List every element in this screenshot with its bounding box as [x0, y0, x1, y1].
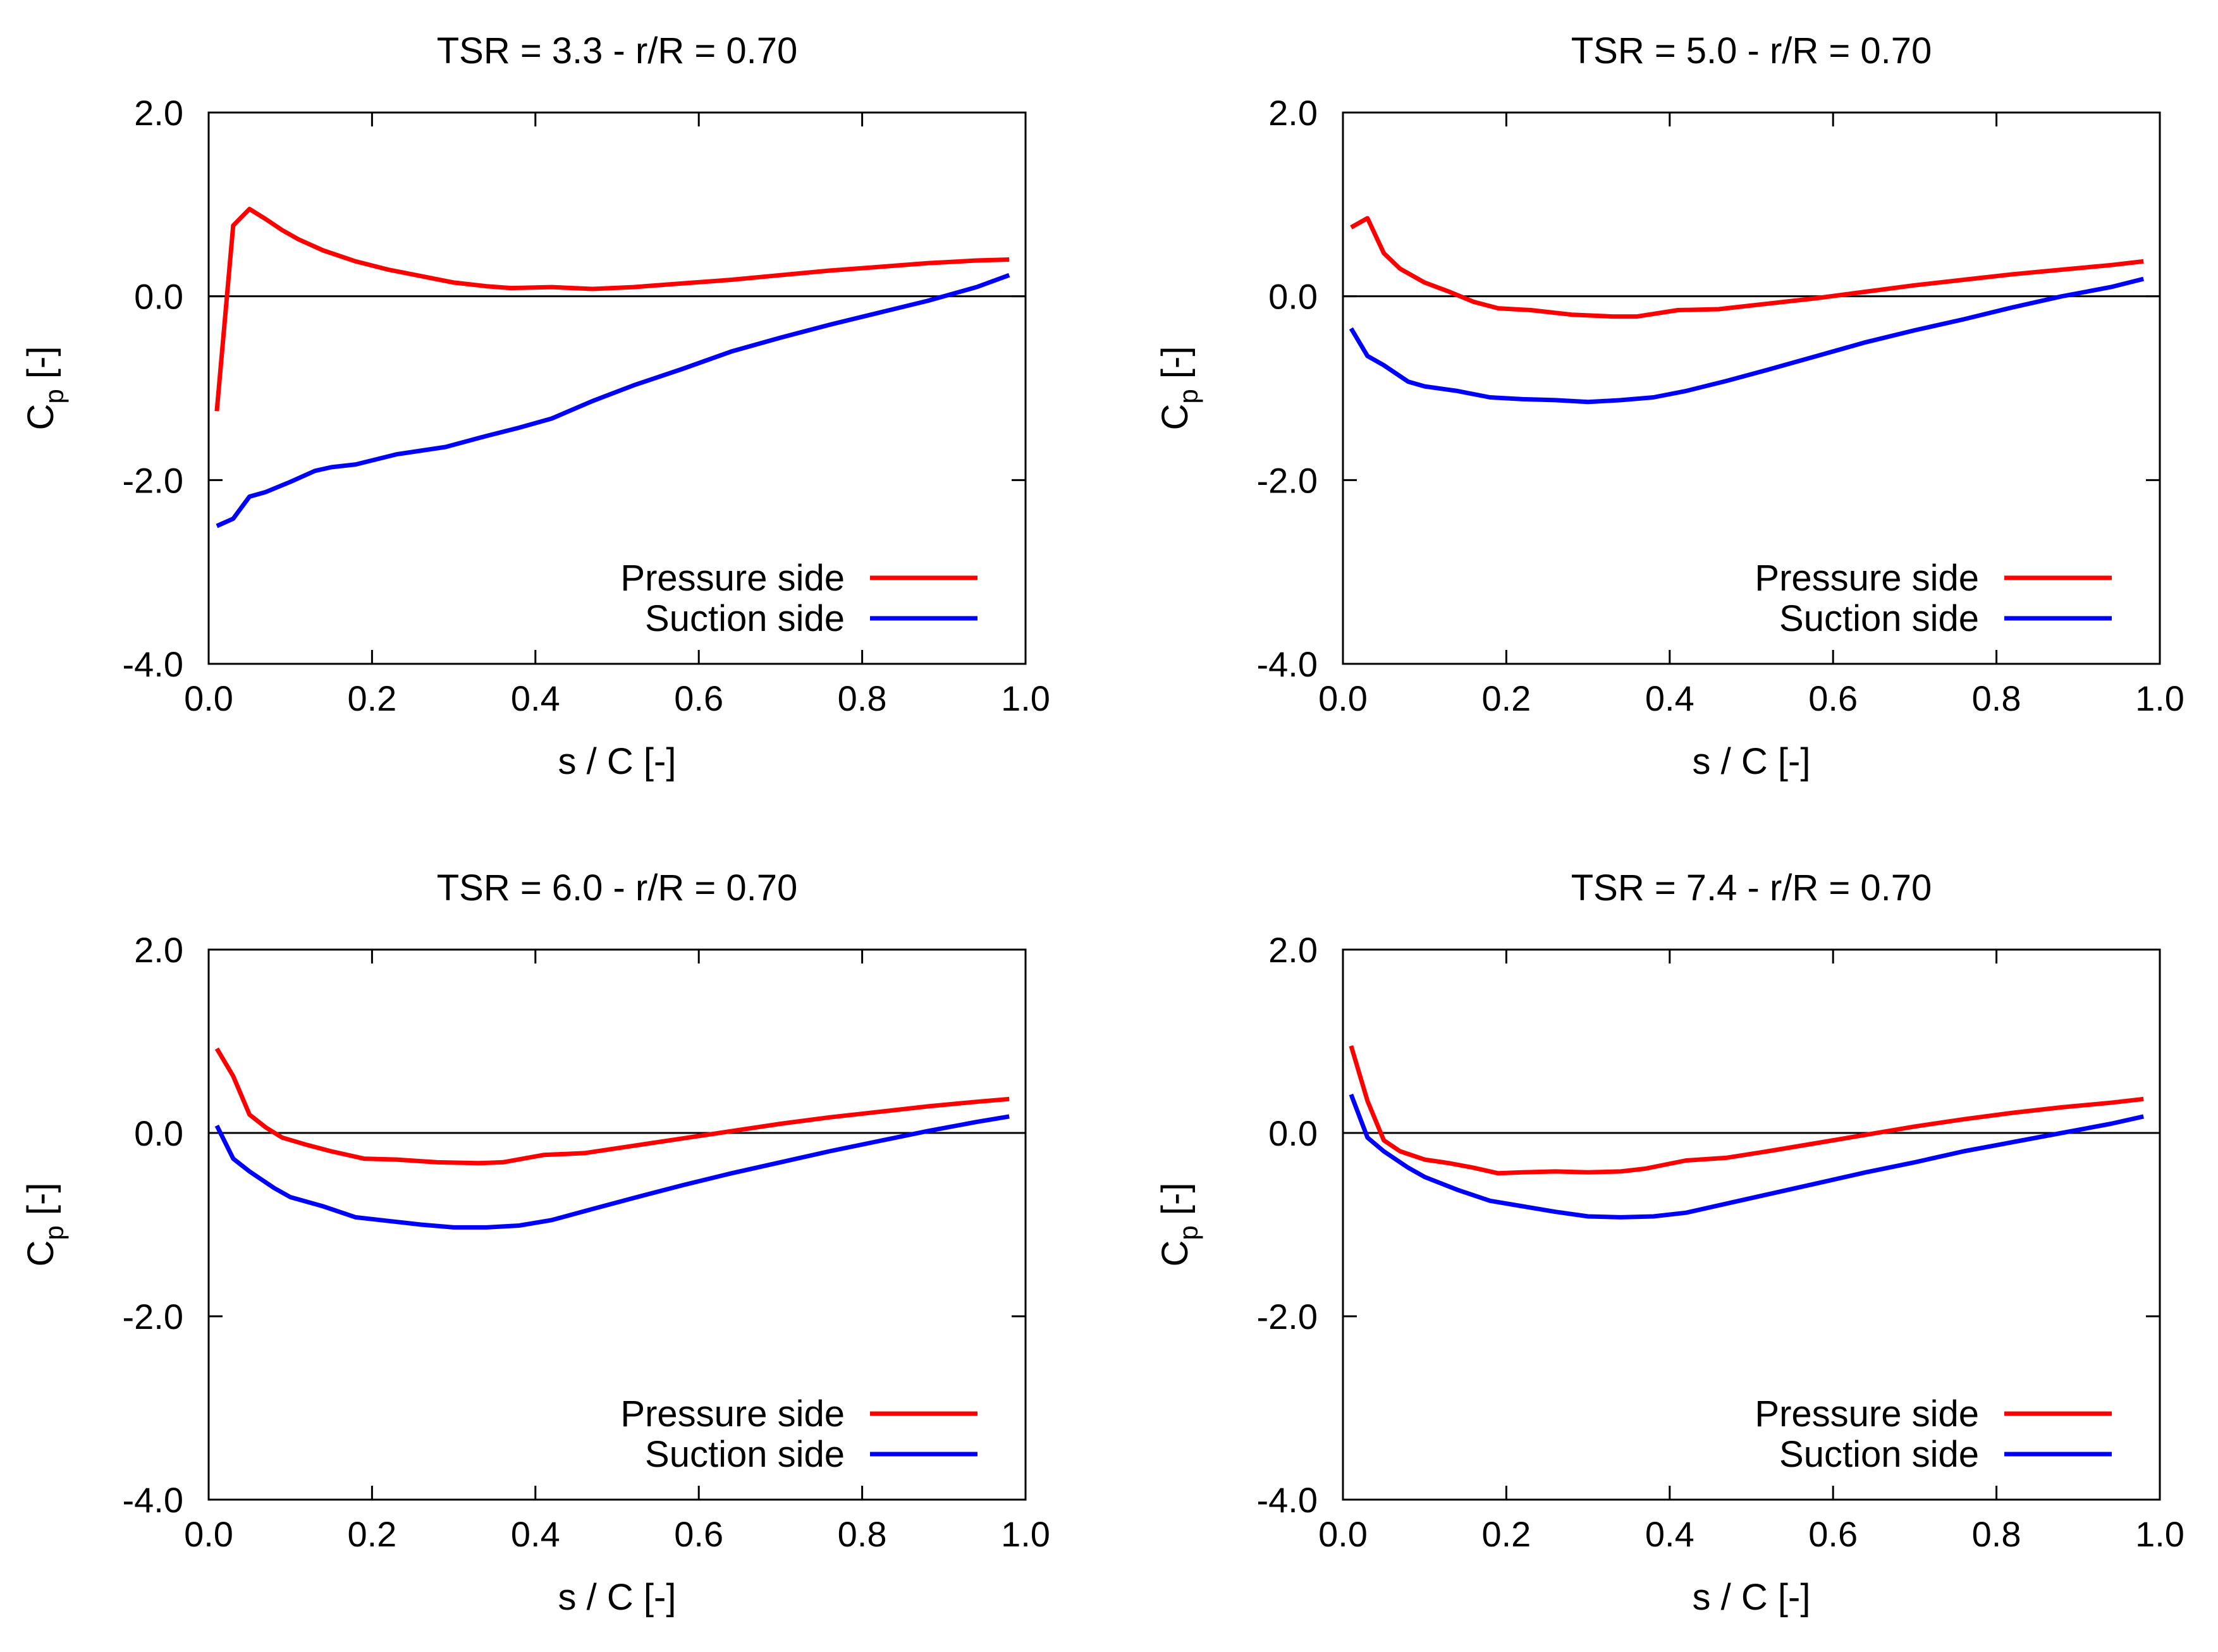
pressure-side-line — [214, 207, 1010, 412]
x-tick-label: 1.0 — [2135, 678, 2184, 718]
chart-panel-1: TSR = 3.3 - r/R = 0.70 0.0 0.2 0.4 0.6 0.8 1.0… — [20, 30, 1050, 782]
legend-label-suction-side: Suction side — [1779, 1434, 1979, 1475]
y-axis-label: Cp [-] — [20, 1183, 69, 1267]
pressure-side-line — [1349, 1045, 2144, 1176]
y-tick-label: 0.0 — [1268, 1113, 1318, 1153]
x-tick-label: 1.0 — [2135, 1514, 2184, 1554]
y-axis-label: Cp [-] — [1155, 1183, 1203, 1267]
y-tick-label: 2.0 — [134, 93, 183, 133]
y-axis-label-subscript: p — [1173, 1225, 1203, 1240]
x-tick-label: 0.8 — [1972, 1514, 2021, 1554]
y-axis-label-main: C — [1155, 1240, 1196, 1267]
pressure-side-line — [214, 1047, 1010, 1166]
legend-label-suction-side: Suction side — [645, 1434, 845, 1475]
suction-side-line — [214, 1114, 1010, 1230]
x-tick-label: 0.4 — [511, 1514, 560, 1554]
y-tick-label: -2.0 — [1257, 460, 1318, 500]
x-tick-label: 0.4 — [1645, 1514, 1694, 1554]
chart-panel-4: TSR = 7.4 - r/R = 0.70 0.0 0.2 0.4 0.6 0.8 1.0… — [1155, 867, 2184, 1618]
y-axis-label-subscript: p — [39, 1225, 69, 1240]
y-axis-label-subscript: p — [1173, 389, 1203, 403]
plot-frame — [207, 111, 1027, 665]
x-axis-label: s / C [-] — [1693, 741, 1811, 782]
y-tick-label: 2.0 — [1268, 930, 1318, 970]
x-tick-label: 0.2 — [1481, 678, 1531, 718]
x-tick-label: 0.4 — [1645, 678, 1694, 718]
chart-title: TSR = 7.4 - r/R = 0.70 — [1571, 867, 1932, 909]
y-tick-label: -2.0 — [1257, 1297, 1318, 1337]
y-tick-label: -2.0 — [123, 460, 184, 500]
legend-label-pressure-side: Pressure side — [1755, 558, 1979, 599]
x-axis-label: s / C [-] — [1693, 1577, 1811, 1618]
y-tick-label: 2.0 — [1268, 93, 1318, 133]
legend-label-suction-side: Suction side — [645, 598, 845, 639]
suction-side-line — [1349, 276, 2145, 405]
y-axis-label-unit: [-] — [20, 1183, 61, 1226]
chart-title: TSR = 6.0 - r/R = 0.70 — [437, 867, 798, 909]
y-tick-label: -4.0 — [123, 644, 184, 684]
plot-frame — [1342, 111, 2161, 665]
x-tick-label: 0.0 — [184, 678, 233, 718]
suction-side-line — [1349, 1093, 2144, 1220]
y-axis-label-unit: [-] — [1155, 346, 1196, 389]
x-tick-label: 0.2 — [347, 678, 396, 718]
x-tick-label: 0.6 — [1808, 1514, 1858, 1554]
y-tick-label: 0.0 — [134, 1113, 183, 1153]
y-tick-label: -4.0 — [123, 1480, 184, 1520]
y-axis-label-subscript: p — [39, 389, 69, 403]
legend-label-pressure-side: Pressure side — [620, 1393, 845, 1435]
y-axis-label-main: C — [1155, 404, 1196, 431]
y-axis-label-unit: [-] — [1155, 1183, 1196, 1226]
y-axis-label: Cp [-] — [20, 346, 69, 431]
legend-label-pressure-side: Pressure side — [1755, 1393, 1979, 1435]
x-tick-label: 1.0 — [1001, 1514, 1050, 1554]
plot-frame — [207, 948, 1027, 1501]
y-tick-label: -2.0 — [123, 1297, 184, 1337]
x-tick-label: 0.8 — [1972, 678, 2021, 718]
y-tick-label: 0.0 — [134, 277, 183, 317]
x-tick-label: 1.0 — [1001, 678, 1050, 718]
x-tick-label: 0.4 — [511, 678, 560, 718]
y-tick-label: 0.0 — [1268, 277, 1318, 317]
x-tick-label: 0.6 — [674, 1514, 723, 1554]
y-axis-label: Cp [-] — [1155, 346, 1203, 431]
x-tick-label: 0.6 — [1808, 678, 1858, 718]
chart-title: TSR = 3.3 - r/R = 0.70 — [437, 30, 798, 71]
x-tick-label: 0.2 — [1481, 1514, 1531, 1554]
x-tick-label: 0.8 — [838, 1514, 887, 1554]
x-tick-label: 0.0 — [1318, 678, 1368, 718]
y-tick-label: 2.0 — [134, 930, 183, 970]
y-tick-label: -4.0 — [1257, 1480, 1318, 1520]
legend-label-suction-side: Suction side — [1779, 598, 1979, 639]
legend-label-pressure-side: Pressure side — [620, 558, 845, 599]
pressure-side-line — [1350, 216, 2144, 319]
x-tick-label: 0.6 — [674, 678, 723, 718]
y-axis-label-main: C — [20, 1240, 61, 1267]
x-tick-label: 0.0 — [1318, 1514, 1368, 1554]
chart-panel-2: TSR = 5.0 - r/R = 0.70 0.0 0.2 0.4 0.6 0.8 1.0… — [1155, 30, 2184, 782]
suction-side-line — [216, 272, 1010, 529]
y-tick-label: -4.0 — [1257, 644, 1318, 684]
x-axis-label: s / C [-] — [558, 741, 677, 782]
x-tick-label: 0.8 — [838, 678, 887, 718]
chart-title: TSR = 5.0 - r/R = 0.70 — [1571, 30, 1932, 71]
chart-panel-3: TSR = 6.0 - r/R = 0.70 0.0 0.2 0.4 0.6 0.8 1.0… — [20, 867, 1050, 1618]
y-axis-label-main: C — [20, 404, 61, 431]
y-axis-label-unit: [-] — [20, 346, 61, 389]
x-tick-label: 0.2 — [347, 1514, 396, 1554]
x-axis-label: s / C [-] — [558, 1577, 677, 1618]
plot-frame — [1342, 948, 2161, 1501]
x-tick-label: 0.0 — [184, 1514, 233, 1554]
